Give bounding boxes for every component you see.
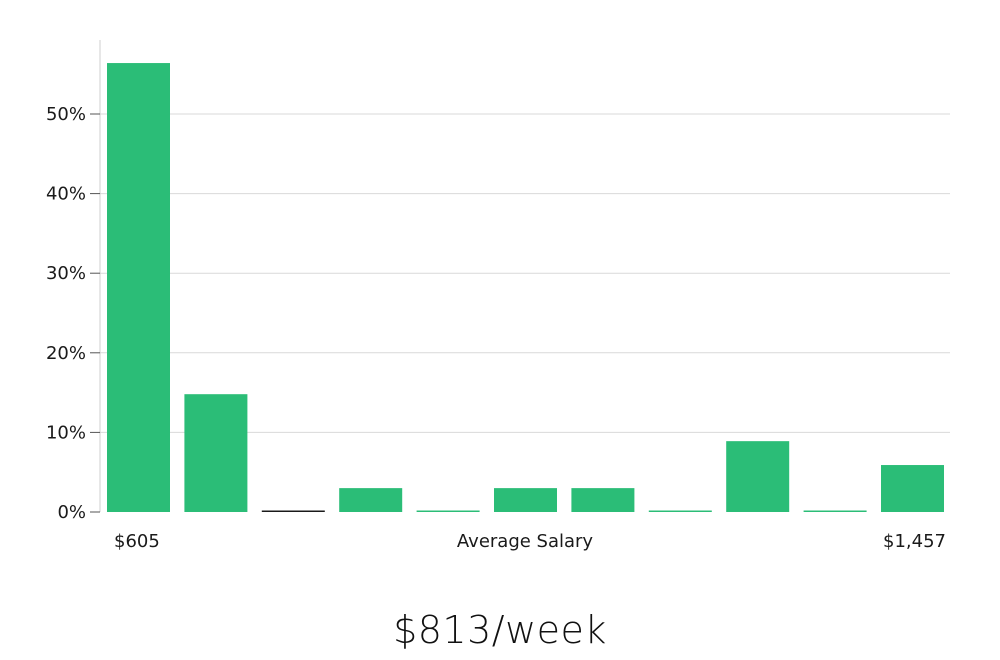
y-tick-label: 20% [46,343,86,364]
bar [726,441,790,512]
y-tick-label: 50% [46,104,86,125]
bar [416,510,480,512]
bar [881,465,944,512]
bars [107,63,944,512]
bar [494,488,557,512]
bar [339,488,403,512]
y-tick-label: 40% [46,184,86,205]
salary-histogram: 0% 10% 20% 30% 40% 50% $605 Average Salary $1… [46,40,950,552]
x-max-label: $1,457 [883,531,946,552]
bar [107,63,170,512]
bar [184,394,248,512]
y-tick-label: 0% [57,502,86,523]
y-tick-label: 10% [46,422,86,443]
bar [648,510,712,512]
y-axis-ticks: 0% 10% 20% 30% 40% 50% [46,104,100,523]
bar [571,488,635,512]
average-salary-summary: $813/week [393,608,607,652]
bar [803,510,867,512]
y-tick-label: 30% [46,263,86,284]
bar [261,510,325,512]
x-min-label: $605 [114,531,160,552]
gridlines [100,113,950,433]
x-axis-label: Average Salary [457,531,594,552]
